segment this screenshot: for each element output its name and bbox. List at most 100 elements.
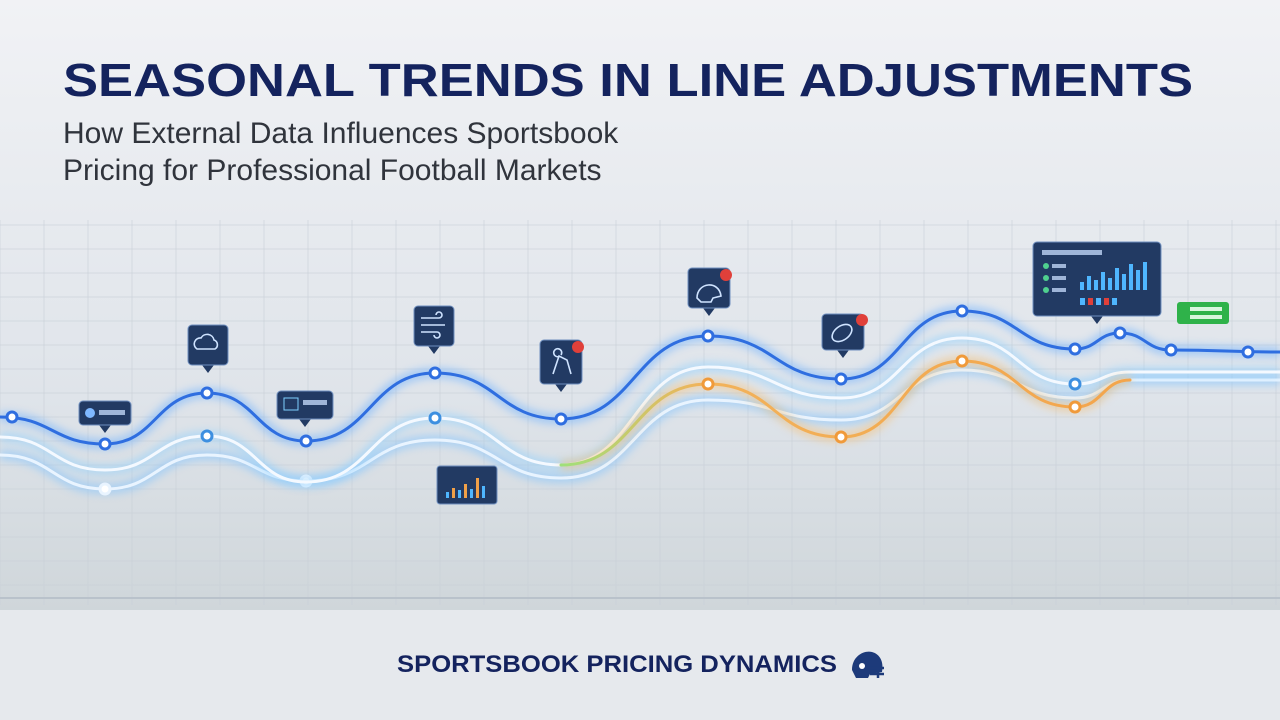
wind-icon (421, 331, 441, 339)
line-node (428, 366, 442, 380)
text-stub (1042, 250, 1102, 255)
callout-box (687, 267, 731, 309)
line-node (98, 482, 112, 496)
status-chip (1177, 302, 1229, 324)
line-node (5, 410, 19, 424)
mini-bar (452, 488, 455, 498)
line-node (554, 412, 568, 426)
text-stub (99, 410, 125, 415)
callout (276, 390, 334, 427)
subtitle-line: How External Data Influences Sportsbook (63, 117, 619, 150)
mini-bar (1087, 276, 1091, 290)
callout-box (1032, 241, 1162, 317)
callout-box (821, 313, 865, 351)
text-stub (1052, 276, 1066, 280)
mini-bar (1112, 298, 1117, 305)
mini-bar (458, 490, 461, 498)
line-node (1164, 343, 1178, 357)
dot-icon (1043, 263, 1049, 269)
line-node (955, 304, 969, 318)
callout-box (413, 305, 455, 347)
cloud-icon (193, 333, 219, 350)
title: SEASONAL TRENDS IN LINE ADJUSTMENTS (63, 54, 1193, 106)
mini-bar (482, 486, 485, 498)
trend-line (0, 368, 1280, 491)
mini-bar (1088, 298, 1093, 305)
badge (856, 314, 868, 326)
chip (1177, 302, 1229, 324)
mini-bar (1136, 270, 1140, 290)
callout-pointer (555, 384, 567, 392)
mini-bar (1143, 262, 1147, 290)
mini-chart (436, 465, 498, 505)
line-node (1068, 342, 1082, 356)
callout (1032, 241, 1162, 324)
line-node (200, 429, 214, 443)
subtitle-line: Pricing for Professional Football Market… (63, 154, 602, 187)
text-stub (303, 400, 327, 405)
mini-bar (1080, 298, 1085, 305)
text-stub (1052, 264, 1066, 268)
callout (687, 267, 732, 316)
helmet-outline (696, 284, 722, 303)
text-stub (1052, 288, 1066, 292)
line-node (200, 386, 214, 400)
dot-icon (85, 408, 95, 418)
line-node (834, 430, 848, 444)
callout-box (187, 324, 229, 366)
line-node (299, 434, 313, 448)
footer-band (0, 610, 1280, 720)
wind-icon (421, 311, 443, 319)
line-node (98, 437, 112, 451)
line-node (701, 329, 715, 343)
line-node (1241, 345, 1255, 359)
badge (720, 269, 732, 281)
callout-pointer (202, 365, 214, 373)
callout (78, 400, 132, 433)
mini-bar (1108, 278, 1112, 290)
line-node (1068, 377, 1082, 391)
chart-icon (283, 397, 299, 411)
mini-bar (470, 489, 473, 498)
callout-pointer (837, 350, 849, 358)
callout (821, 313, 868, 358)
line-node (428, 411, 442, 425)
dot-icon (1043, 275, 1049, 281)
mini-bar (1115, 268, 1119, 290)
line-node (701, 377, 715, 391)
ball-icon (831, 323, 853, 343)
callout (413, 305, 455, 354)
footer-brand: SPORTSBOOK PRICING DYNAMICS (397, 651, 837, 678)
callout-pointer (1091, 316, 1103, 324)
text-stub (1190, 307, 1222, 311)
trend-lines (0, 304, 1280, 496)
dot-icon (1043, 287, 1049, 293)
line-node (955, 354, 969, 368)
mini-bar (476, 478, 479, 498)
mini-bar (1094, 280, 1098, 290)
callout-pointer (299, 419, 311, 427)
player-icon (552, 347, 572, 375)
line-node (1068, 400, 1082, 414)
event-icons (78, 241, 1229, 505)
helmet-icon (852, 651, 884, 678)
mini-bar (1101, 272, 1105, 290)
callout (539, 339, 584, 392)
mini-bar (1122, 274, 1126, 290)
mini-bar (446, 492, 449, 498)
mini-bar (1129, 264, 1133, 290)
mini-bar (1096, 298, 1101, 305)
callout-pointer (99, 425, 111, 433)
mini-bar (464, 484, 467, 498)
line-node (834, 372, 848, 386)
mini-bar (1104, 298, 1109, 305)
callout-pointer (428, 346, 440, 354)
callout (187, 324, 229, 373)
callout-pointer (703, 308, 715, 316)
mini-bar (1080, 282, 1084, 290)
text-stub (1190, 315, 1222, 319)
badge (572, 341, 584, 353)
line-node (1113, 326, 1127, 340)
